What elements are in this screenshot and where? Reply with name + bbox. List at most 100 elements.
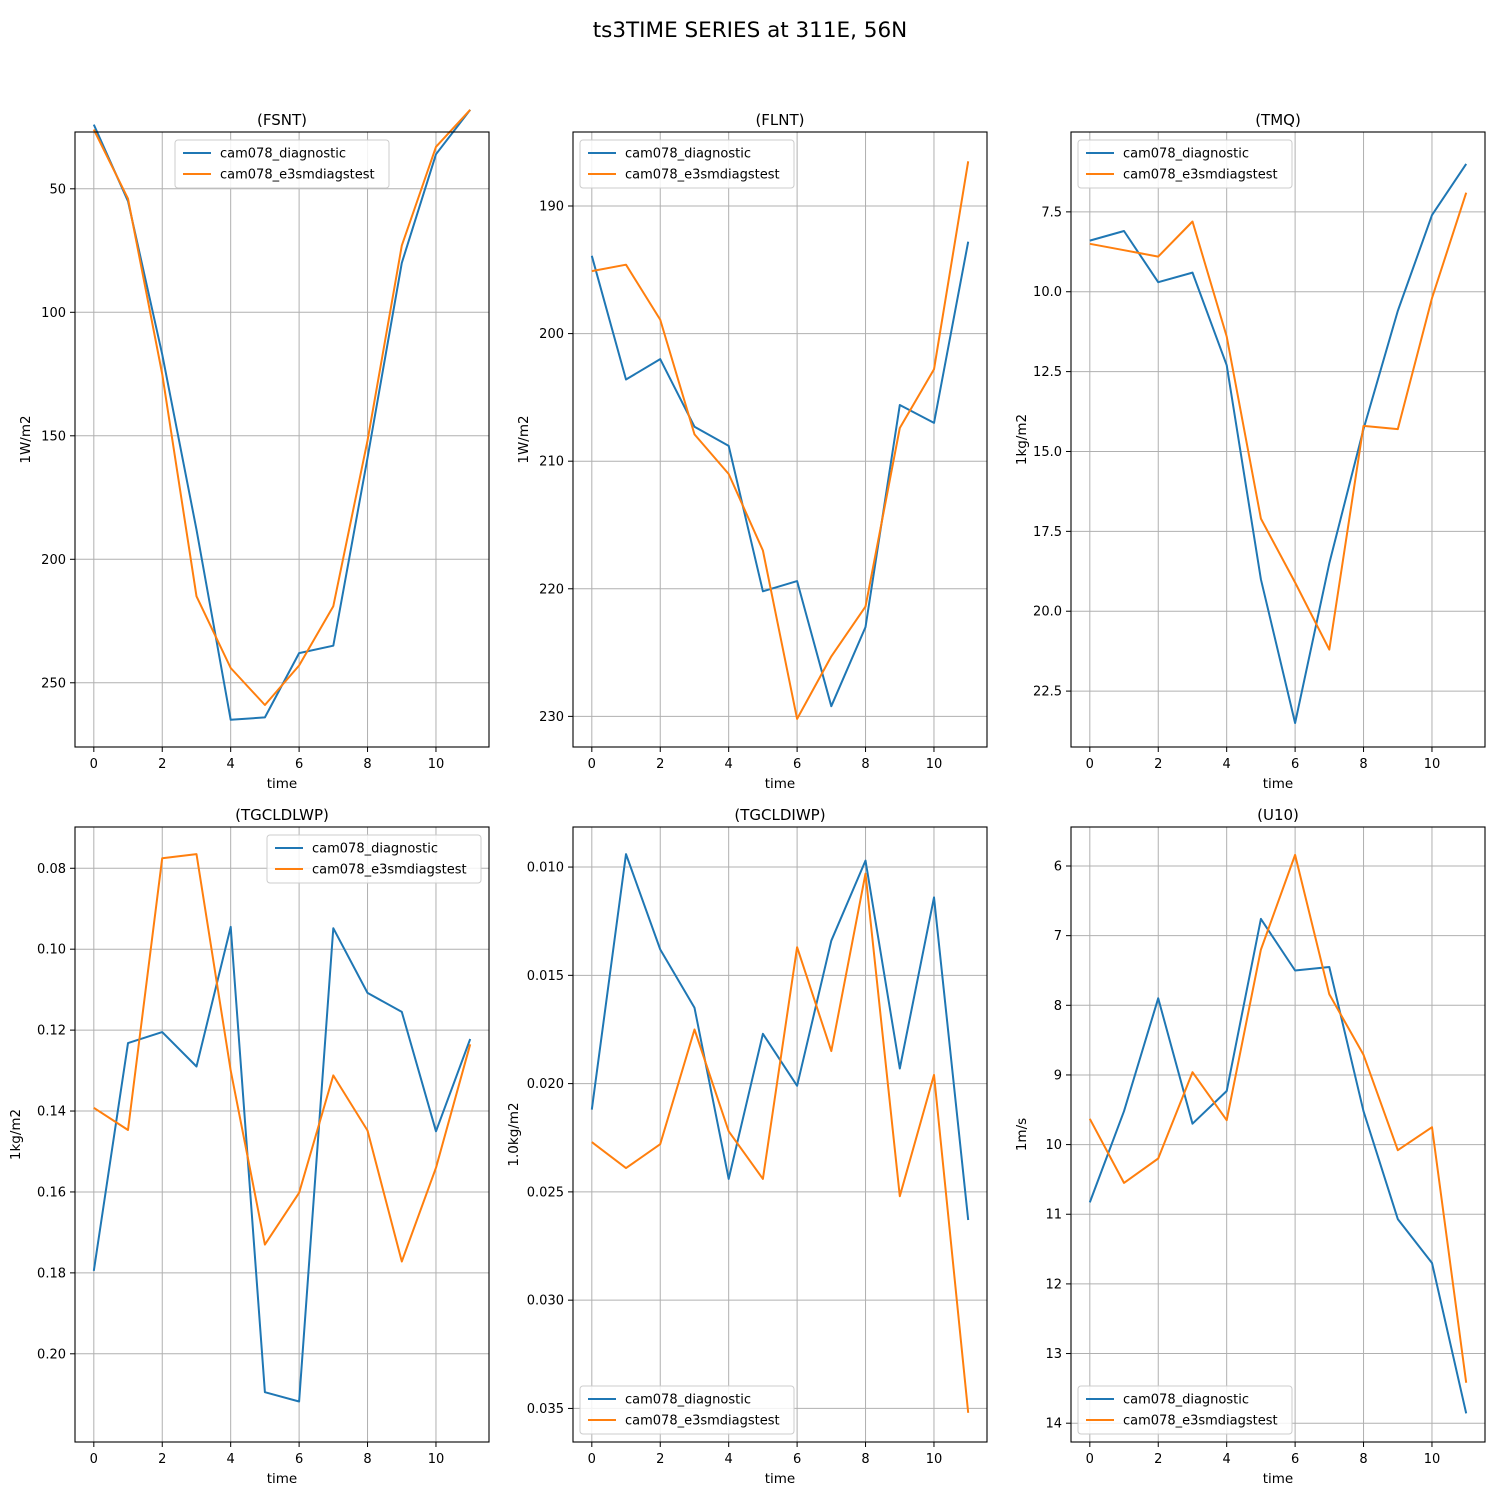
y-tick-label: 17.5 [1033,525,1062,540]
x-tick-label: 4 [1223,757,1231,772]
x-tick-label: 0 [1086,757,1094,772]
x-axis-label: time [765,776,796,792]
subplot-5: 0 2 4 6 8 10 0.010 0.015 0.020 0.025 0.030 0.035 (TG… [506,806,988,1487]
legend-entry-label: cam078_e3smdiagstest [312,863,467,878]
y-axis-label: 1m/s [1014,1118,1030,1151]
y-axis-label: 1W/m2 [516,415,532,463]
y-tick-label: 0.18 [37,1266,66,1281]
y-tick-label: 8 [1054,999,1062,1014]
subplot-6: 0 2 4 6 8 10 6 7 8 9 10 11 12 13 14 (U10) time 1m/s cam078… [1014,806,1486,1487]
x-tick-label: 4 [725,757,733,772]
x-tick-label: 6 [793,757,801,772]
axes-frame [572,826,988,1443]
series-line-cam078_diagnostic [590,241,970,708]
x-tick-label: 8 [363,1452,371,1467]
series-line-cam078_e3smdiagstest [591,872,970,1413]
subplot-title: (TMQ) [1255,111,1301,129]
axes-frame [572,131,988,748]
x-tick-label: 8 [363,757,371,772]
series-line-cam078_e3smdiagstest [92,109,471,706]
x-tick-label: 4 [725,1452,733,1467]
legend-box [579,1385,795,1435]
legend: cam078_diagnostic cam078_e3smdiagstest [579,1385,795,1435]
legend-entry-label: cam078_e3smdiagstest [220,168,375,183]
y-tick-label: 0.10 [37,943,66,958]
subplot-title: (U10) [1257,806,1299,824]
y-tick-label: 11 [1045,1208,1062,1223]
y-tick-label: 0.020 [527,1077,564,1092]
x-tick-label: 8 [861,757,869,772]
y-tick-label: 0.010 [527,861,564,876]
series-line-cam078_e3smdiagstest [93,853,472,1263]
y-tick-label: 50 [49,182,66,197]
series-line-cam078_e3smdiagstest [1089,192,1468,651]
axes-frame [1070,131,1486,748]
axes-frame [74,826,490,1443]
x-axis-label: time [1263,776,1294,792]
y-tick-label: 12 [1045,1277,1062,1292]
legend-entry-label: cam078_diagnostic [625,1393,751,1408]
subplot-title: (FLNT) [755,111,804,129]
legend: cam078_diagnostic cam078_e3smdiagstest [1077,1385,1293,1435]
legend-entry-label: cam078_e3smdiagstest [625,1414,780,1429]
legend-entry-label: cam078_e3smdiagstest [1123,1414,1278,1429]
y-tick-label: 200 [41,553,66,568]
x-tick-label: 10 [926,757,943,772]
legend-box [579,139,795,189]
x-tick-label: 10 [1424,757,1441,772]
legend-entry-label: cam078_diagnostic [625,147,751,162]
y-tick-label: 0.030 [527,1294,564,1309]
y-tick-label: 220 [539,582,564,597]
x-tick-label: 4 [1223,1452,1231,1467]
x-tick-label: 6 [1291,1452,1299,1467]
series-line-cam078_e3smdiagstest [1088,853,1468,1383]
x-tick-label: 2 [158,757,166,772]
legend-box [266,834,482,884]
y-tick-label: 0.20 [37,1347,66,1362]
y-tick-label: 7 [1054,929,1062,944]
x-tick-label: 2 [158,1452,166,1467]
x-tick-label: 2 [656,757,664,772]
y-axis-label: 1W/m2 [18,415,34,463]
x-tick-label: 0 [588,757,596,772]
y-tick-label: 22.5 [1033,685,1062,700]
y-tick-label: 15.0 [1033,445,1062,460]
x-axis-label: time [267,1471,298,1487]
y-tick-label: 0.14 [37,1105,66,1120]
x-tick-label: 2 [1154,1452,1162,1467]
subplot-title: (TGCLDLWP) [235,806,329,824]
subplot-title: (TGCLDIWP) [734,806,825,824]
y-tick-label: 250 [41,676,66,691]
figure-suptitle: ts3TIME SERIES at 311E, 56N [593,18,908,43]
x-tick-label: 6 [295,1452,303,1467]
y-tick-label: 6 [1054,860,1062,875]
x-axis-label: time [267,776,298,792]
y-tick-label: 9 [1054,1068,1062,1083]
y-tick-label: 7.5 [1041,205,1062,220]
y-tick-label: 10.0 [1033,285,1062,300]
legend-box [1077,1385,1293,1435]
x-tick-label: 0 [90,1452,98,1467]
y-tick-label: 14 [1045,1417,1062,1432]
y-tick-label: 20.0 [1033,605,1062,620]
y-axis-label: 1kg/m2 [1014,414,1030,465]
y-axis-label: 1kg/m2 [8,1109,24,1160]
legend-box [1077,139,1293,189]
x-tick-label: 8 [861,1452,869,1467]
y-tick-label: 0.08 [37,862,66,877]
legend-box [174,139,390,189]
y-tick-label: 200 [539,327,564,342]
y-tick-label: 13 [1045,1347,1062,1362]
axes-frame [74,131,490,748]
y-tick-label: 100 [41,306,66,321]
subplot-title: (FSNT) [257,111,307,129]
y-tick-label: 150 [41,429,66,444]
y-tick-label: 10 [1045,1138,1062,1153]
x-axis-label: time [765,1471,796,1487]
legend-entry-label: cam078_diagnostic [220,147,346,162]
y-tick-label: 190 [539,200,564,215]
y-tick-label: 0.12 [37,1024,66,1039]
x-axis-label: time [1263,1471,1294,1487]
x-tick-label: 8 [1359,757,1367,772]
legend-entry-label: cam078_diagnostic [312,842,438,857]
